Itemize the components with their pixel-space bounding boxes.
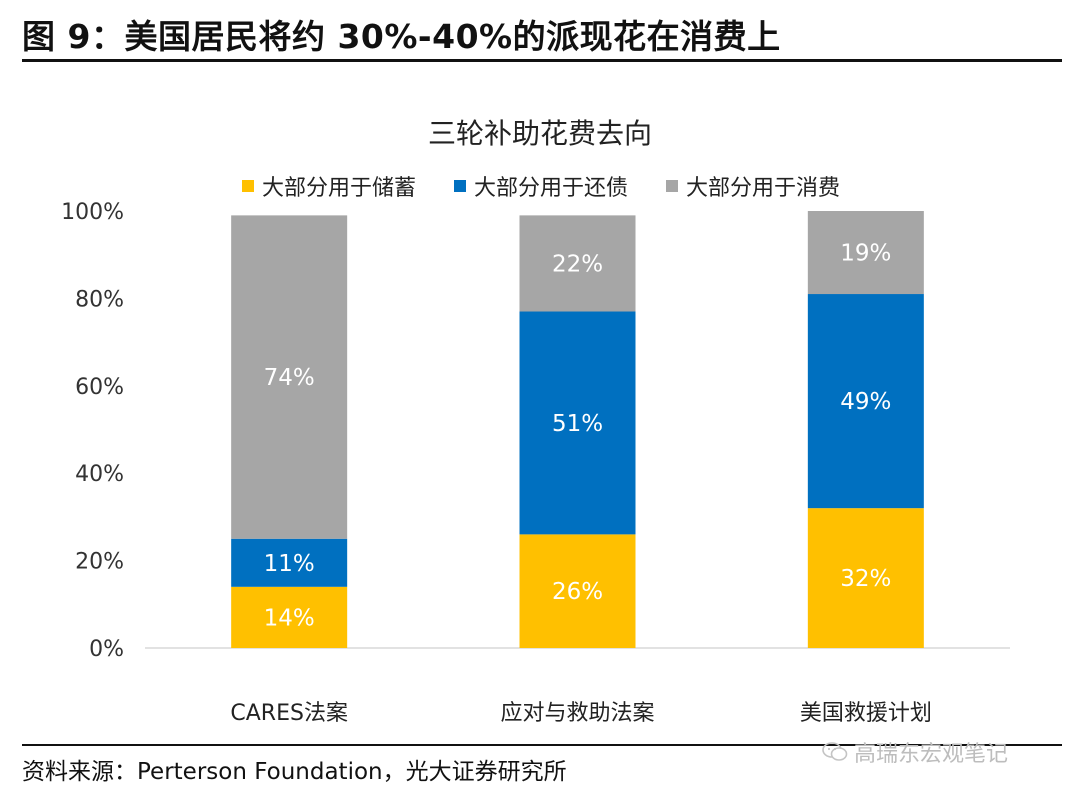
data-label: 49% <box>840 389 891 415</box>
bar-segment-debt <box>807 294 924 509</box>
bar-segment-consumption <box>807 211 924 295</box>
legend-label-debt: 大部分用于还债 <box>474 176 629 201</box>
legend-label-consumption: 大部分用于消费 <box>686 176 841 201</box>
data-label: 32% <box>840 566 891 592</box>
figure-title: 图 9：美国居民将约 30%-40%的派现花在消费上 <box>22 17 781 56</box>
y-tick-label: 80% <box>75 287 124 312</box>
bar-segment-savings <box>231 586 348 648</box>
legend-swatch-consumption <box>666 180 679 192</box>
y-tick-label: 0% <box>89 637 124 662</box>
x-category-label: 应对与救助法案 <box>500 701 654 726</box>
bar-segment-debt <box>519 311 636 535</box>
wechat-icon <box>822 742 848 761</box>
x-category-label: CARES法案 <box>230 701 348 726</box>
data-label: 26% <box>552 579 603 605</box>
watermark: 高瑞东宏观笔记 <box>822 736 1008 768</box>
legend-swatch-savings <box>242 180 254 192</box>
data-label: 14% <box>264 605 315 631</box>
chart-legend: 大部分用于储蓄 大部分用于还债 大部分用于消费 <box>242 170 840 202</box>
bar-segment-savings <box>807 508 924 648</box>
legend-swatch-debt <box>454 180 467 192</box>
data-label: 74% <box>264 365 315 391</box>
watermark-text: 高瑞东宏观笔记 <box>854 742 1009 767</box>
data-label: 19% <box>840 241 891 267</box>
legend-label-savings: 大部分用于储蓄 <box>262 176 417 201</box>
y-tick-label: 20% <box>75 550 124 575</box>
data-label: 11% <box>264 551 315 577</box>
y-tick-label: 100% <box>61 200 124 225</box>
source-note: 资料来源：Perterson Foundation，光大证券研究所 <box>22 759 567 785</box>
legend-item-debt: 大部分用于还债 <box>454 170 628 202</box>
legend-item-consumption: 大部分用于消费 <box>666 170 840 202</box>
bar-segment-debt <box>231 538 348 587</box>
title-rule <box>22 59 1062 62</box>
stacked-bar-chart: 0% 20% 40% 60% 80% 100% 14% 11% 74% CARES法案 26% 51%… <box>61 200 1010 726</box>
x-category-label: 美国救援计划 <box>800 701 932 726</box>
source-rule <box>22 744 1062 746</box>
data-label: 51% <box>552 411 603 437</box>
legend-item-savings: 大部分用于储蓄 <box>242 170 416 202</box>
bar-segment-consumption <box>519 215 636 312</box>
y-tick-label: 40% <box>75 462 124 487</box>
bar-segment-consumption <box>231 215 348 539</box>
bar-segment-savings <box>519 534 636 648</box>
data-label: 22% <box>552 251 603 277</box>
chart-title: 三轮补助花费去向 <box>427 117 652 150</box>
y-tick-label: 60% <box>75 375 124 400</box>
